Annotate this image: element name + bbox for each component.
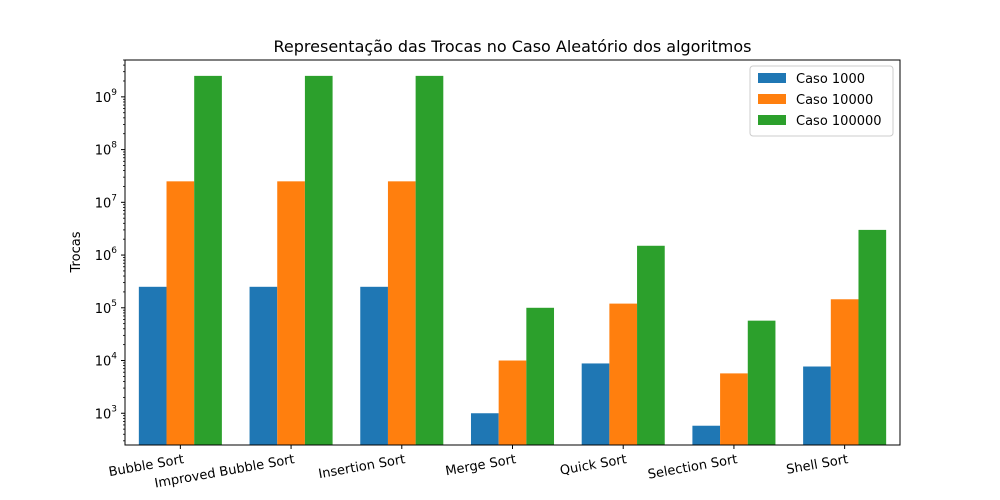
legend-swatch-caso-10000 [758, 94, 786, 104]
bar-bubble-sort-caso-1000 [138, 286, 167, 445]
y-tick-label-base: 10 [95, 196, 112, 211]
y-tick-label-exponent: 7 [111, 193, 117, 203]
bar-insertion-sort-caso-10000 [387, 181, 416, 446]
y-tick-label: 107 [95, 193, 117, 211]
bar-selection-sort-caso-100000 [747, 320, 776, 445]
bar-merge-sort-caso-1000 [470, 413, 499, 445]
chart-title: Representação das Trocas no Caso Aleatór… [274, 37, 752, 56]
bar-improved-bubble-sort-caso-1000 [249, 286, 278, 445]
bar-shell-sort-caso-10000 [830, 299, 859, 445]
bar-improved-bubble-sort-caso-100000 [304, 75, 333, 446]
legend-label-caso-100000: Caso 100000 [796, 114, 882, 129]
y-tick-label: 105 [95, 299, 117, 317]
y-tick-label-base: 10 [95, 144, 112, 159]
y-axis-label: Trocas [69, 231, 84, 273]
bar-selection-sort-caso-10000 [720, 373, 748, 445]
y-tick-label-exponent: 8 [111, 141, 117, 151]
legend-label-caso-1000: Caso 1000 [796, 72, 865, 87]
bar-shell-sort-caso-100000 [858, 229, 887, 445]
bar-selection-sort-caso-1000 [692, 425, 721, 445]
bar-bubble-sort-caso-100000 [194, 75, 222, 446]
y-tick-label: 104 [95, 352, 118, 370]
legend-label-caso-10000: Caso 10000 [796, 93, 873, 108]
y-tick-label-exponent: 4 [111, 352, 117, 362]
bar-insertion-sort-caso-100000 [415, 75, 444, 446]
legend-swatch-caso-100000 [758, 115, 786, 125]
bar-improved-bubble-sort-caso-10000 [277, 181, 305, 446]
y-tick-label: 106 [95, 246, 118, 264]
bar-bubble-sort-caso-10000 [166, 181, 195, 446]
y-tick-label-exponent: 9 [111, 88, 117, 98]
bar-quick-sort-caso-10000 [609, 303, 638, 445]
bar-merge-sort-caso-100000 [526, 307, 555, 445]
y-tick-label-exponent: 3 [111, 404, 117, 414]
plot-frame [124, 59, 901, 446]
y-tick-label: 109 [95, 88, 118, 106]
bar-insertion-sort-caso-1000 [360, 286, 388, 445]
y-tick-label-base: 10 [95, 302, 112, 317]
y-tick-label-base: 10 [95, 91, 112, 106]
bar-shell-sort-caso-1000 [803, 366, 831, 445]
bar-quick-sort-caso-100000 [637, 245, 665, 445]
y-tick-label: 108 [95, 141, 118, 159]
y-tick-label-base: 10 [95, 407, 112, 422]
legend: Caso 1000 Caso 10000 Caso 100000 [749, 65, 894, 137]
bar-merge-sort-caso-10000 [498, 360, 527, 445]
y-tick-label-base: 10 [95, 355, 112, 370]
y-tick-label-exponent: 6 [111, 246, 117, 256]
bar-quick-sort-caso-1000 [581, 363, 610, 445]
legend-swatch-caso-1000 [758, 73, 786, 83]
y-tick-label-exponent: 5 [111, 299, 117, 309]
y-tick-label: 103 [95, 404, 117, 422]
bars-group [138, 75, 887, 446]
y-tick-label-base: 10 [95, 249, 112, 264]
